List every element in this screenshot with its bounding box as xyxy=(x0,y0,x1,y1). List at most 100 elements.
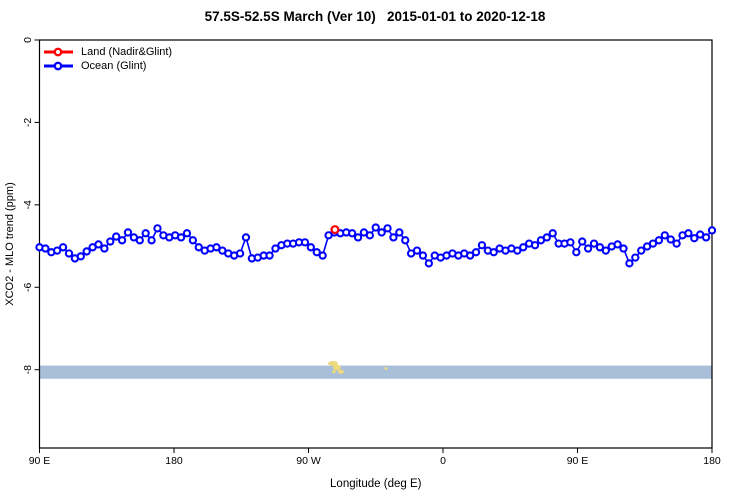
y-axis-title: XCO2 - MLO trend (ppm) xyxy=(4,182,16,305)
ocean-data-point xyxy=(572,248,581,257)
x-tick-label: 90 E xyxy=(567,455,589,467)
ocean-data-point xyxy=(601,246,610,255)
land-data-point xyxy=(330,225,340,235)
ocean-data-point xyxy=(613,240,622,249)
ocean-data-point xyxy=(519,243,528,252)
ocean-data-point xyxy=(147,236,156,245)
legend-swatch-land-icon xyxy=(44,47,73,57)
ocean-data-point xyxy=(471,248,481,257)
ocean-data-point xyxy=(300,238,310,247)
ocean-data-point xyxy=(589,239,599,248)
legend-item-land: Land (Nadir&Glint) xyxy=(43,45,172,59)
y-tick-label: -6 xyxy=(22,282,34,291)
ocean-data-point xyxy=(82,247,91,256)
ocean-data-point xyxy=(53,246,62,255)
ocean-data-point xyxy=(690,234,699,243)
ocean-data-point xyxy=(235,249,245,258)
chart-title: 57.5S-52.5S March (Ver 10) 2015-01-01 to… xyxy=(204,9,546,24)
x-tick-label: 90 E xyxy=(29,455,51,467)
land-feature xyxy=(384,367,388,370)
legend: Land (Nadir&Glint) Ocean (Glint) xyxy=(43,45,172,73)
ocean-data-point xyxy=(365,231,375,240)
legend-label-land: Land (Nadir&Glint) xyxy=(81,46,173,58)
ocean-data-point xyxy=(513,246,522,255)
x-axis-title: Longitude (deg E) xyxy=(330,478,422,490)
ocean-data-point xyxy=(112,232,121,241)
ocean-data-point xyxy=(660,231,669,240)
legend-swatch-ocean-icon xyxy=(44,61,73,71)
ocean-data-point xyxy=(672,239,681,248)
ocean-data-point xyxy=(418,251,428,260)
ocean-data-point xyxy=(566,238,575,247)
ocean-data-point xyxy=(583,244,593,253)
y-tick-label: -4 xyxy=(22,200,34,209)
ocean-data-point xyxy=(477,241,487,250)
x-tick-label: 180 xyxy=(703,455,721,467)
ocean-data-point xyxy=(401,236,410,245)
ocean-data-point xyxy=(135,236,144,245)
ocean-data-point xyxy=(182,229,192,238)
ocean-data-point xyxy=(117,236,127,245)
ocean-data-point xyxy=(194,243,203,252)
ocean-data-point xyxy=(578,237,587,246)
ocean-data-point xyxy=(312,248,321,257)
land-feature xyxy=(332,364,341,371)
ocean-data-point xyxy=(353,233,363,242)
x-tick-label: 180 xyxy=(165,455,183,467)
ocean-data-point xyxy=(701,233,711,242)
legend-label-ocean: Ocean (Glint) xyxy=(81,60,147,72)
ocean-data-point xyxy=(348,229,357,238)
ocean-data-point xyxy=(123,228,133,237)
ocean-data-point xyxy=(241,233,251,242)
ocean-data-point xyxy=(58,243,68,252)
ocean-data-point xyxy=(530,241,540,250)
land-feature xyxy=(328,361,338,366)
land-feature xyxy=(337,369,344,374)
legend-item-ocean: Ocean (Glint) xyxy=(43,59,172,73)
ocean-data-point xyxy=(465,251,475,260)
ocean-data-point xyxy=(265,251,274,260)
ocean-data-point xyxy=(389,233,398,242)
ocean-data-point xyxy=(648,239,658,248)
ocean-data-point xyxy=(631,253,640,262)
ocean-data-point xyxy=(424,259,433,268)
y-tick-label: -8 xyxy=(22,365,34,374)
ocean-data-point xyxy=(306,243,316,252)
land-feature xyxy=(331,370,336,374)
ocean-data-point xyxy=(412,246,422,255)
ocean-data-point xyxy=(94,240,103,249)
ocean-data-point xyxy=(371,223,380,232)
ocean-data-point xyxy=(595,243,605,252)
ocean-data-point xyxy=(271,244,280,253)
ocean-data-point xyxy=(395,228,404,237)
ocean-data-point xyxy=(383,224,392,233)
ocean-data-point xyxy=(41,244,50,253)
ocean-data-point xyxy=(625,259,634,268)
ocean-data-point xyxy=(707,226,717,235)
ocean-data-point xyxy=(64,249,74,258)
ocean-data-point xyxy=(548,229,557,238)
ocean-data-point xyxy=(106,237,115,246)
y-tick-label: -2 xyxy=(22,118,34,127)
ocean-data-point xyxy=(684,229,693,238)
ocean-data-point xyxy=(489,248,498,257)
ocean-data-point xyxy=(141,229,150,238)
y-tick-label: 0 xyxy=(22,37,34,43)
ocean-data-point xyxy=(153,224,162,233)
ocean-data-point xyxy=(176,233,186,242)
ocean-data-point xyxy=(619,244,628,253)
ocean-data-point xyxy=(666,235,675,244)
ocean-data-point xyxy=(654,236,664,245)
x-tick-label: 0 xyxy=(440,455,446,467)
ocean-data-point xyxy=(637,246,646,255)
ocean-data-point xyxy=(100,244,109,253)
ocean-data-point xyxy=(212,243,221,252)
ocean-data-point xyxy=(542,233,551,242)
ocean-map-band xyxy=(39,365,712,379)
ocean-data-point xyxy=(377,228,386,237)
ocean-data-point xyxy=(76,252,85,261)
ocean-data-point xyxy=(188,236,198,245)
ocean-data-point xyxy=(318,251,327,260)
